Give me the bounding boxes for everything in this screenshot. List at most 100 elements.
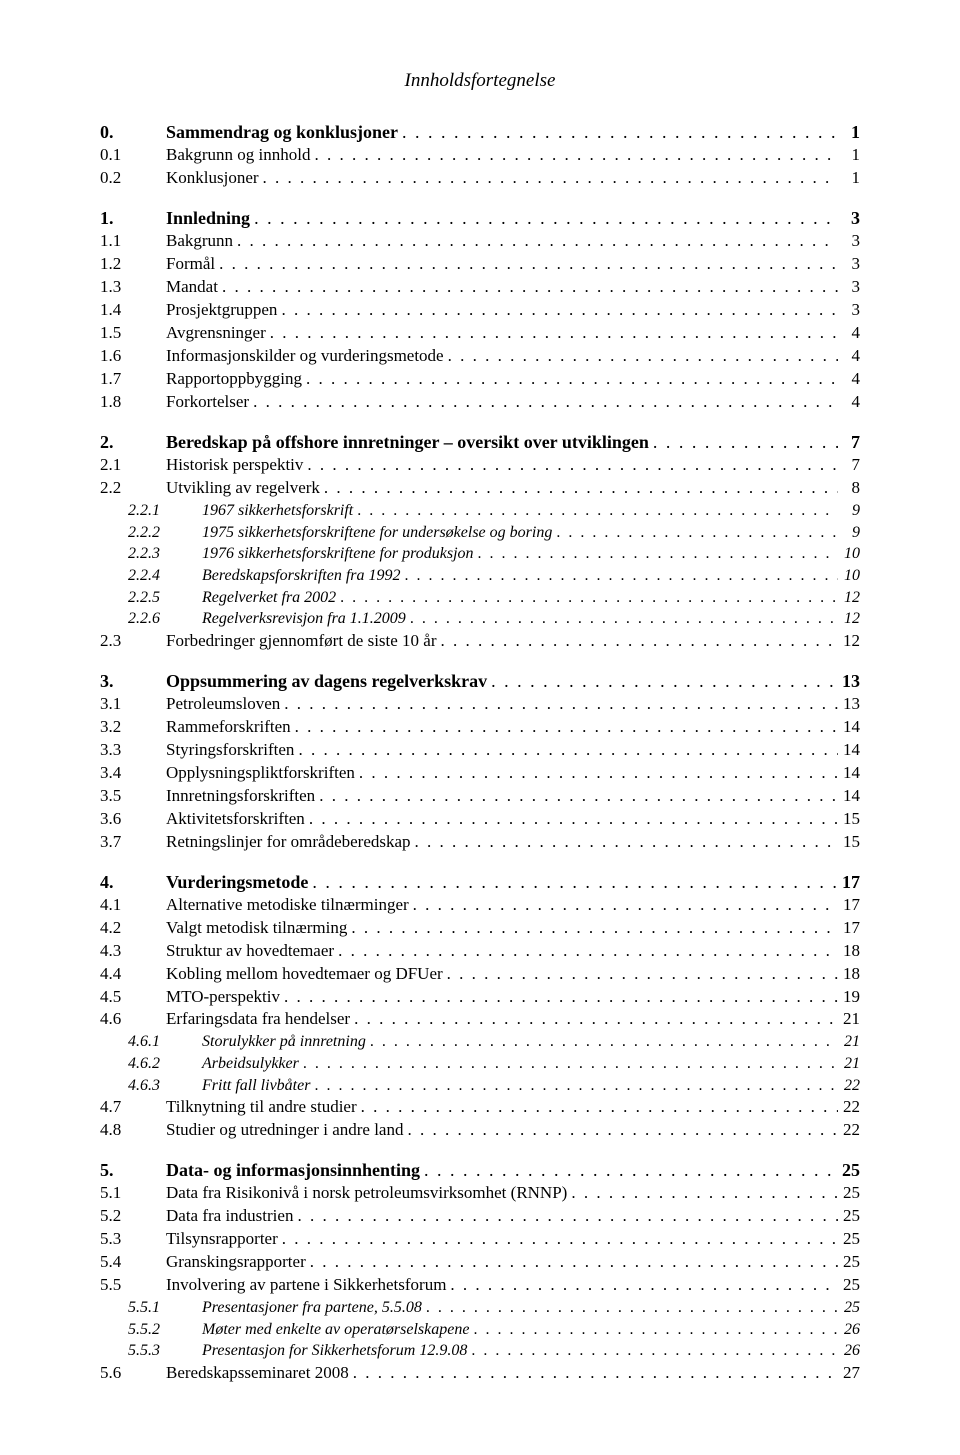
toc-label: 1975 sikkerhetsforskriftene for undersøk… [202, 522, 552, 544]
toc-number: 3.7 [100, 831, 166, 854]
toc-dot-leader: . . . . . . . . . . . . . . . . . . . . … [422, 1297, 838, 1319]
toc-row: 1.5Avgrensninger. . . . . . . . . . . . … [100, 322, 860, 345]
toc-number: 5. [100, 1158, 166, 1182]
toc-page-number: 3 [838, 253, 860, 276]
toc-number: 1.4 [100, 299, 166, 322]
toc-dot-leader: . . . . . . . . . . . . . . . . . . . . … [278, 1228, 838, 1251]
toc-number: 5.5.1 [128, 1297, 202, 1319]
toc-dot-leader: . . . . . . . . . . . . . . . . . . . . … [406, 608, 838, 630]
toc-page-number: 26 [838, 1319, 860, 1341]
toc-row: 4.8Studier og utredninger i andre land. … [100, 1119, 860, 1142]
toc-row: 3.3Styringsforskriften. . . . . . . . . … [100, 739, 860, 762]
toc-number: 2.2.6 [128, 608, 202, 630]
toc-label: Tilknytning til andre studier [166, 1096, 357, 1119]
toc-row: 4.4Kobling mellom hovedtemaer og DFUer. … [100, 963, 860, 986]
toc-label: Alternative metodiske tilnærminger [166, 894, 409, 917]
toc-number: 5.4 [100, 1251, 166, 1274]
toc-dot-leader: . . . . . . . . . . . . . . . . . . . . … [218, 276, 838, 299]
toc-row: 2.2.6Regelverksrevisjon fra 1.1.2009. . … [100, 608, 860, 630]
toc-dot-leader: . . . . . . . . . . . . . . . . . . . . … [250, 206, 838, 230]
toc-number: 1.7 [100, 368, 166, 391]
toc-page-number: 4 [838, 391, 860, 414]
toc-dot-leader: . . . . . . . . . . . . . . . . . . . . … [467, 1340, 838, 1362]
toc-dot-leader: . . . . . . . . . . . . . . . . . . . . … [233, 230, 838, 253]
toc-number: 2.2.5 [128, 587, 202, 609]
toc-page-number: 10 [838, 565, 860, 587]
toc-label: Data- og informasjonsinnhenting [166, 1158, 420, 1182]
toc-number: 5.6 [100, 1362, 166, 1385]
toc-label: Informasjonskilder og vurderingsmetode [166, 345, 444, 368]
toc-row: 0.2Konklusjoner. . . . . . . . . . . . .… [100, 167, 860, 190]
toc-row: 3.6Aktivitetsforskriften. . . . . . . . … [100, 808, 860, 831]
toc-number: 5.5 [100, 1274, 166, 1297]
toc-dot-leader: . . . . . . . . . . . . . . . . . . . . … [474, 543, 838, 565]
toc-page-number: 15 [838, 831, 860, 854]
toc-label: MTO-perspektiv [166, 986, 280, 1009]
toc-row: 2.2Utvikling av regelverk. . . . . . . .… [100, 477, 860, 500]
toc-dot-leader: . . . . . . . . . . . . . . . . . . . . … [567, 1182, 838, 1205]
toc-label: Granskingsrapporter [166, 1251, 306, 1274]
toc-dot-leader: . . . . . . . . . . . . . . . . . . . . … [401, 565, 839, 587]
toc-label: Rammeforskriften [166, 716, 291, 739]
toc-number: 5.2 [100, 1205, 166, 1228]
toc-label: Valgt metodisk tilnærming [166, 917, 347, 940]
toc-dot-leader: . . . . . . . . . . . . . . . . . . . . … [334, 940, 838, 963]
toc-page-number: 22 [838, 1075, 860, 1097]
toc-label: Beredskap på offshore innretninger – ove… [166, 430, 649, 454]
toc-dot-leader: . . . . . . . . . . . . . . . . . . . . … [294, 739, 838, 762]
toc-row: 1.2Formål. . . . . . . . . . . . . . . .… [100, 253, 860, 276]
toc-row: 2.1Historisk perspektiv. . . . . . . . .… [100, 454, 860, 477]
toc-page-number: 13 [838, 669, 860, 693]
toc-page-number: 25 [838, 1182, 860, 1205]
toc-page-number: 14 [838, 716, 860, 739]
toc-page-number: 12 [838, 630, 860, 653]
toc-row: 5.4Granskingsrapporter. . . . . . . . . … [100, 1251, 860, 1274]
toc-row: 4.6.3Fritt fall livbåter. . . . . . . . … [100, 1075, 860, 1097]
toc-row: 4.3Struktur av hovedtemaer. . . . . . . … [100, 940, 860, 963]
toc-dot-leader: . . . . . . . . . . . . . . . . . . . . … [403, 1119, 838, 1142]
toc-page-number: 21 [838, 1008, 860, 1031]
toc-row: 5.3Tilsynsrapporter. . . . . . . . . . .… [100, 1228, 860, 1251]
toc-row: 2.2.11967 sikkerhetsforskrift. . . . . .… [100, 500, 860, 522]
toc-dot-leader: . . . . . . . . . . . . . . . . . . . . … [215, 253, 838, 276]
toc-dot-leader: . . . . . . . . . . . . . . . . . . . . … [303, 454, 838, 477]
toc-page-number: 25 [838, 1251, 860, 1274]
toc-label: Kobling mellom hovedtemaer og DFUer [166, 963, 443, 986]
toc-number: 2.2.2 [128, 522, 202, 544]
toc-dot-leader: . . . . . . . . . . . . . . . . . . . . … [420, 1158, 838, 1182]
toc-number: 1.5 [100, 322, 166, 345]
toc-number: 3.4 [100, 762, 166, 785]
toc-row: 5.5.1Presentasjoner fra partene, 5.5.08.… [100, 1297, 860, 1319]
toc-row: 4.6Erfaringsdata fra hendelser. . . . . … [100, 1008, 860, 1031]
toc-number: 4.4 [100, 963, 166, 986]
toc-label: Aktivitetsforskriften [166, 808, 305, 831]
toc-number: 0. [100, 120, 166, 144]
toc-row: 3.2Rammeforskriften. . . . . . . . . . .… [100, 716, 860, 739]
toc-label: 1976 sikkerhetsforskriftene for produksj… [202, 543, 474, 565]
toc-number: 4.6.3 [128, 1075, 202, 1097]
toc-page-number: 22 [838, 1096, 860, 1119]
toc-dot-leader: . . . . . . . . . . . . . . . . . . . . … [353, 500, 838, 522]
toc-page-number: 15 [838, 808, 860, 831]
toc-page-number: 21 [838, 1031, 860, 1053]
toc-dot-leader: . . . . . . . . . . . . . . . . . . . . … [350, 1008, 838, 1031]
toc-number: 4.6.1 [128, 1031, 202, 1053]
toc-label: Møter med enkelte av operatørselskapene [202, 1319, 469, 1341]
toc-dot-leader: . . . . . . . . . . . . . . . . . . . . … [649, 430, 838, 454]
toc-row: 4.2Valgt metodisk tilnærming. . . . . . … [100, 917, 860, 940]
toc-label: Bakgrunn og innhold [166, 144, 311, 167]
toc-page-number: 1 [838, 144, 860, 167]
toc-page-number: 3 [838, 299, 860, 322]
toc-page-number: 14 [838, 785, 860, 808]
toc-number: 4.6.2 [128, 1053, 202, 1075]
toc-row: 2.Beredskap på offshore innretninger – o… [100, 430, 860, 454]
toc-label: Beredskapsseminaret 2008 [166, 1362, 349, 1385]
toc-page-number: 21 [838, 1053, 860, 1075]
toc-label: Studier og utredninger i andre land [166, 1119, 403, 1142]
toc-dot-leader: . . . . . . . . . . . . . . . . . . . . … [469, 1319, 838, 1341]
toc-page-number: 25 [838, 1158, 860, 1182]
toc-page-number: 26 [838, 1340, 860, 1362]
toc-row: 2.2.5Regelverket fra 2002. . . . . . . .… [100, 587, 860, 609]
toc-page-number: 7 [838, 454, 860, 477]
toc-dot-leader: . . . . . . . . . . . . . . . . . . . . … [355, 762, 838, 785]
